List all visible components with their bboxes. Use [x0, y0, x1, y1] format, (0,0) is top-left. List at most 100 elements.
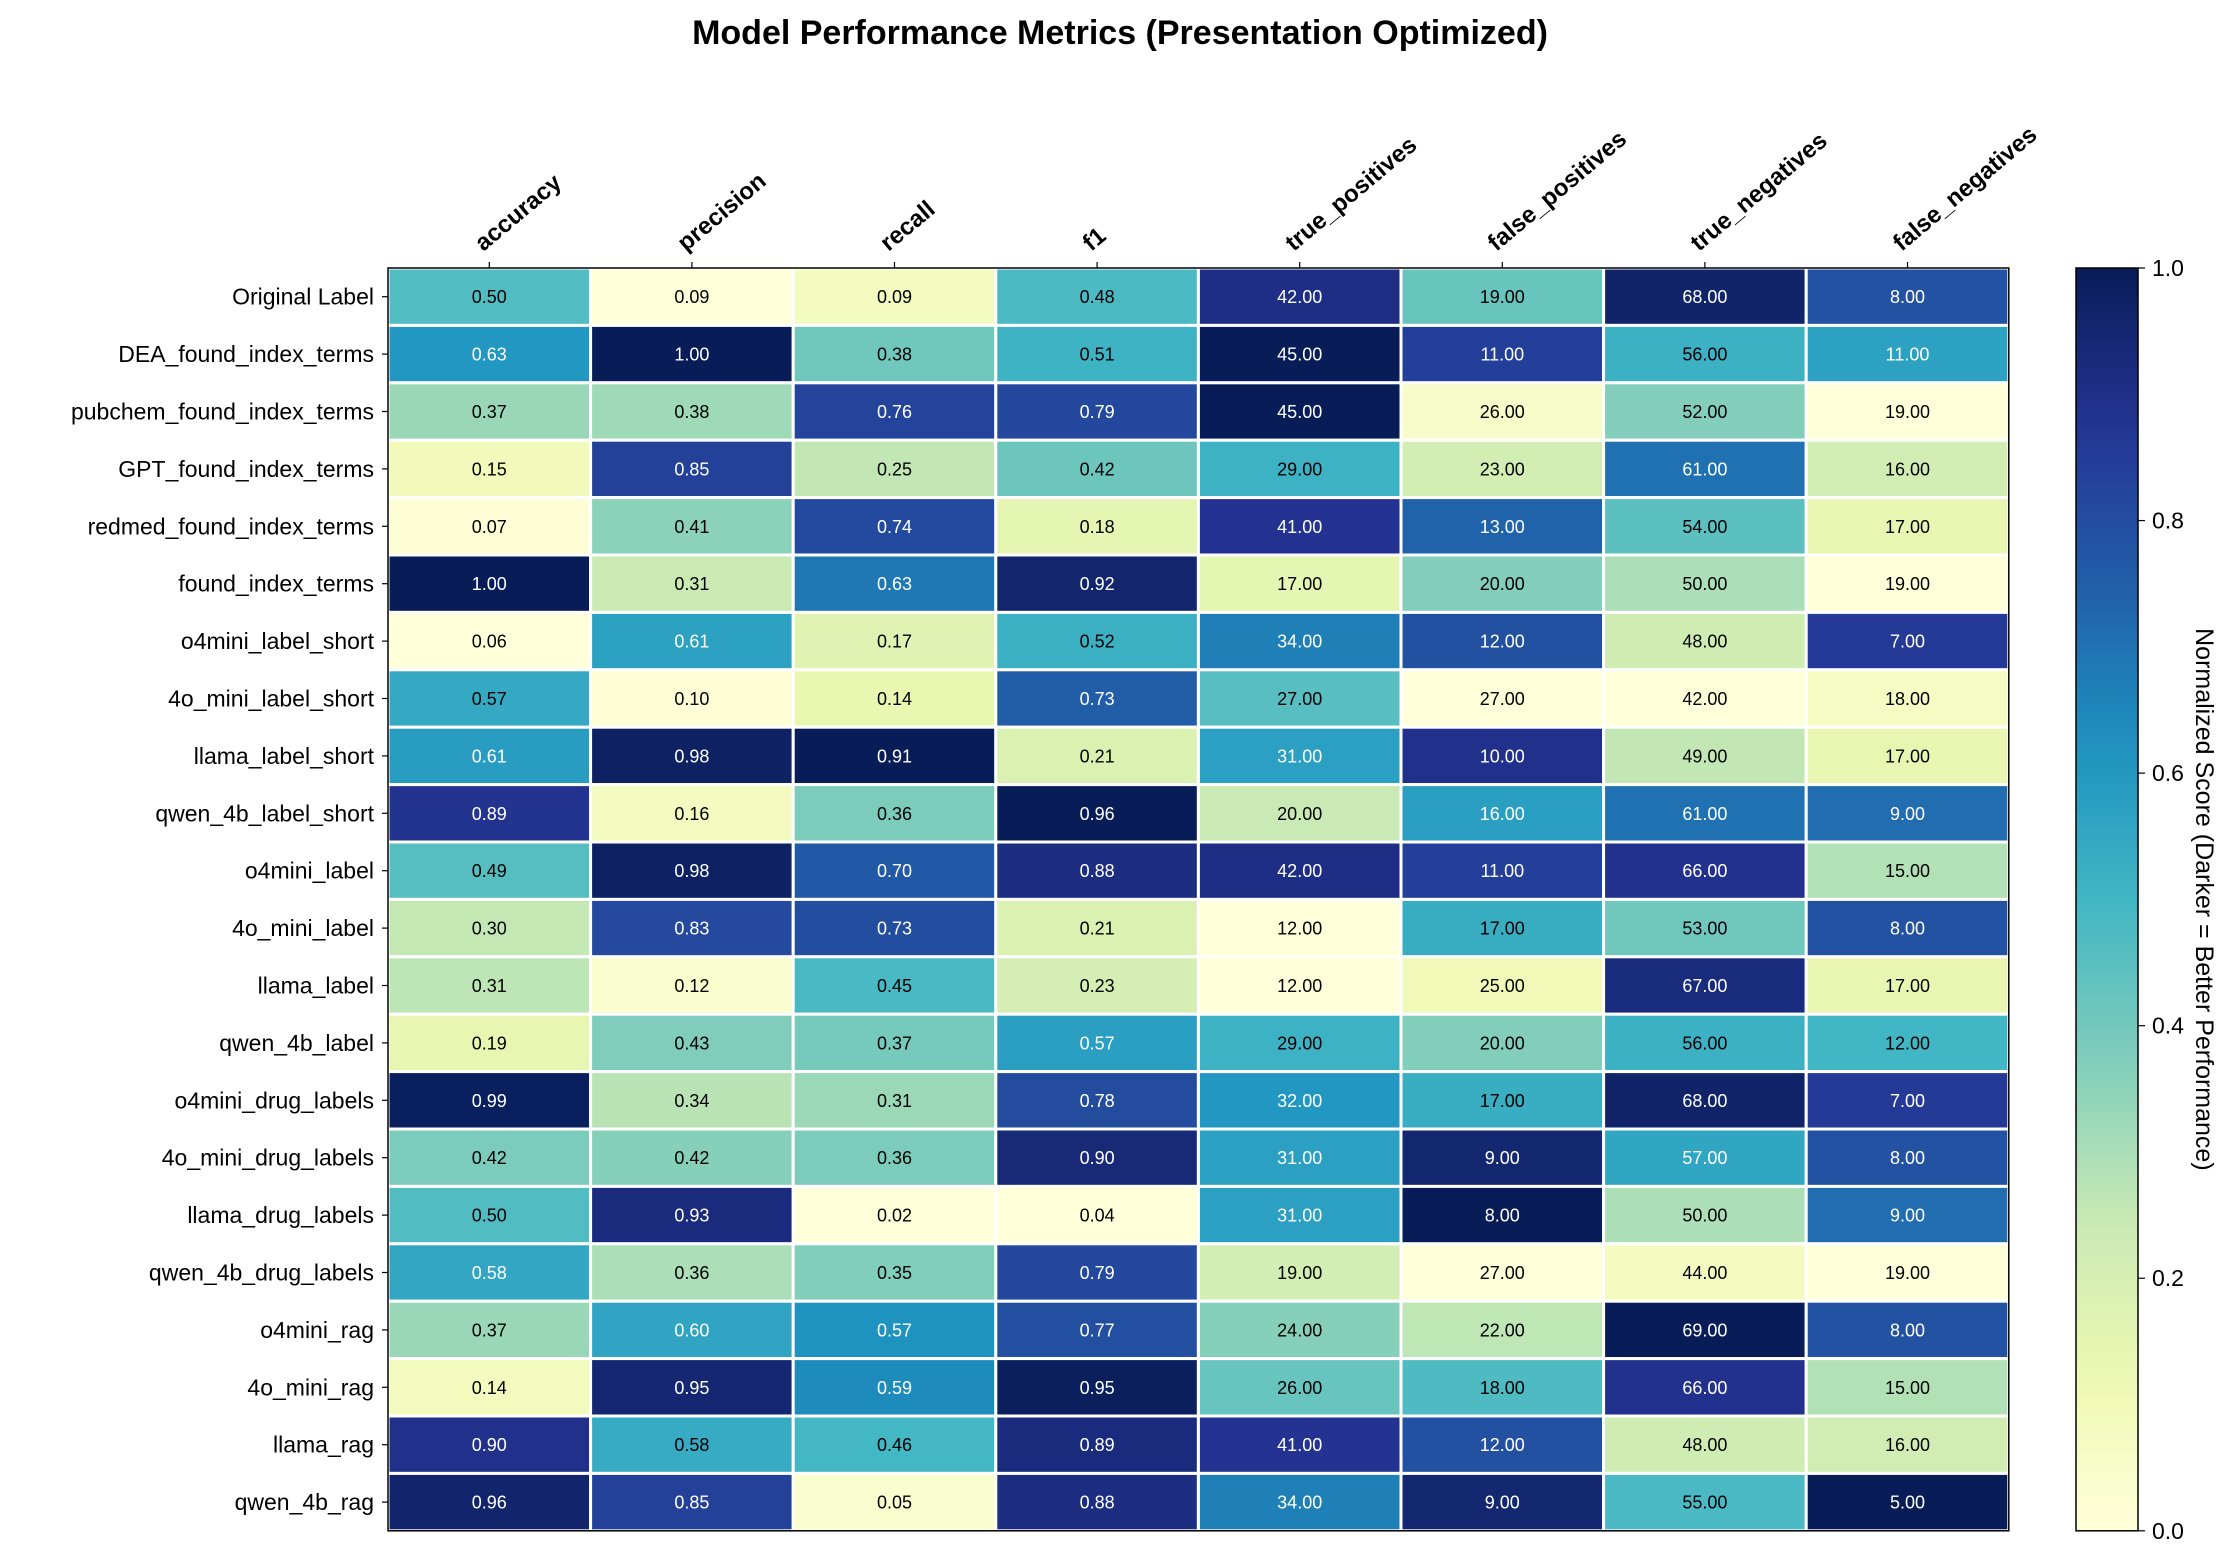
heatmap-cell	[1399, 955, 1606, 1016]
heatmap-cell	[791, 1357, 998, 1418]
row-label: 4o_mini_rag	[247, 1374, 374, 1400]
heatmap-cell	[1196, 381, 1403, 442]
heatmap-cell	[1399, 1242, 1606, 1303]
heatmap-cell	[1399, 610, 1606, 672]
cell-value-label: 57.00	[1682, 1148, 1727, 1168]
cell-value-label: 0.04	[1080, 1206, 1115, 1226]
heatmap-cell	[1602, 381, 1808, 442]
colorbar-tick-label: 0.8	[2152, 508, 2184, 534]
cell-value-label: 9.00	[1890, 804, 1925, 824]
cell-value-label: 15.00	[1885, 861, 1930, 881]
heatmap-cell	[1196, 725, 1403, 787]
heatmap-cell	[1804, 553, 2011, 614]
cell-value-label: 0.63	[472, 345, 507, 365]
cell-value-label: 0.14	[472, 1378, 507, 1398]
cell-value-label: 0.49	[472, 861, 507, 881]
cell-value-label: 54.00	[1682, 517, 1727, 537]
heatmap-cell	[589, 610, 795, 672]
heatmap-cell	[1602, 1242, 1808, 1303]
cell-value-label: 67.00	[1682, 976, 1727, 996]
cell-value-label: 24.00	[1277, 1320, 1322, 1340]
cell-value-label: 0.48	[1080, 287, 1115, 307]
heatmap-cell	[386, 1414, 593, 1475]
heatmap-cell	[1804, 1357, 2011, 1418]
cell-value-label: 0.95	[1080, 1378, 1115, 1398]
cell-value-label: 18.00	[1480, 1378, 1525, 1398]
cell-value-label: 0.46	[877, 1435, 912, 1455]
cell-value-label: 0.38	[877, 345, 912, 365]
cell-value-label: 66.00	[1682, 861, 1727, 881]
cell-value-label: 0.02	[877, 1206, 912, 1226]
column-label: false_positives	[1483, 125, 1632, 256]
cell-value-label: 17.00	[1277, 574, 1322, 594]
cell-value-label: 19.00	[1885, 402, 1930, 422]
cell-value-label: 0.42	[1080, 459, 1115, 479]
column-label: f1	[1078, 222, 1112, 256]
cell-value-label: 49.00	[1682, 746, 1727, 766]
cell-value-label: 19.00	[1885, 1263, 1930, 1283]
cell-value-label: 52.00	[1682, 402, 1727, 422]
cell-value-label: 0.57	[1080, 1033, 1115, 1053]
cell-value-label: 0.61	[472, 746, 507, 766]
cell-value-label: 17.00	[1885, 746, 1930, 766]
column-label: accuracy	[470, 169, 568, 257]
colorbar: 0.0 0.2 0.4 0.6 0.8 1.0	[2075, 255, 2184, 1544]
cell-value-label: 0.89	[1080, 1435, 1115, 1455]
heatmap-cell	[1804, 897, 2011, 959]
heatmap-cell	[1602, 610, 1808, 672]
column-label: true_negatives	[1685, 127, 1832, 257]
column-labels: accuracy precision recall f1 true_positives f…	[470, 121, 2042, 268]
row-label: 4o_mini_drug_labels	[162, 1145, 374, 1171]
heatmap-cell	[791, 381, 998, 442]
heatmap-cell	[1804, 1127, 2011, 1188]
heatmap-cell	[1399, 1012, 1606, 1074]
row-label: qwen_4b_drug_labels	[149, 1260, 374, 1286]
heatmap-cell	[791, 725, 998, 787]
cell-value-label: 56.00	[1682, 345, 1727, 365]
cell-value-label: 0.36	[877, 1148, 912, 1168]
cell-value-label: 1.00	[674, 345, 709, 365]
row-label: GPT_found_index_terms	[118, 456, 374, 482]
cell-value-label: 0.96	[472, 1493, 507, 1513]
cell-value-label: 50.00	[1682, 574, 1727, 594]
cell-value-label: 0.36	[674, 1263, 709, 1283]
heatmap-cell	[589, 725, 795, 787]
heatmap-cell	[1399, 553, 1606, 614]
heatmap-cell	[1602, 438, 1808, 500]
heatmap-cell	[1804, 1414, 2011, 1475]
cell-value-label: 45.00	[1277, 402, 1322, 422]
heatmap-cell	[386, 1184, 593, 1246]
heatmap-cell	[589, 553, 795, 614]
row-label: 4o_mini_label	[232, 915, 374, 941]
cell-value-label: 61.00	[1682, 459, 1727, 479]
cell-value-label: 0.58	[674, 1435, 709, 1455]
cell-value-label: 0.21	[1080, 746, 1115, 766]
row-label: o4mini_rag	[260, 1317, 374, 1343]
heatmap-cell	[1196, 438, 1403, 500]
cell-value-label: 19.00	[1885, 574, 1930, 594]
heatmap-cell	[589, 783, 795, 844]
row-label: llama_rag	[273, 1432, 374, 1458]
cell-value-label: 0.85	[674, 459, 709, 479]
cell-value-label: 0.12	[674, 976, 709, 996]
cell-value-label: 0.58	[472, 1263, 507, 1283]
cell-value-label: 16.00	[1480, 804, 1525, 824]
heatmap-cell	[791, 1184, 998, 1246]
cell-value-label: 8.00	[1890, 287, 1925, 307]
cell-value-label: 0.50	[472, 287, 507, 307]
cell-value-label: 0.92	[1080, 574, 1115, 594]
heatmap-cell	[791, 897, 998, 959]
heatmap-cell	[1196, 840, 1403, 901]
cell-value-label: 0.93	[674, 1206, 709, 1226]
cell-value-label: 1.00	[472, 574, 507, 594]
heatmap-cell	[589, 323, 795, 385]
cell-value-label: 0.17	[877, 632, 912, 652]
cell-value-label: 0.14	[877, 689, 912, 709]
heatmap-cell	[994, 1070, 1200, 1131]
cell-value-label: 0.76	[877, 402, 912, 422]
heatmap-cell	[1196, 668, 1403, 729]
cell-value-label: 12.00	[1480, 632, 1525, 652]
heatmap-cell	[791, 668, 998, 729]
cell-value-label: 0.57	[472, 689, 507, 709]
cell-value-label: 10.00	[1480, 746, 1525, 766]
